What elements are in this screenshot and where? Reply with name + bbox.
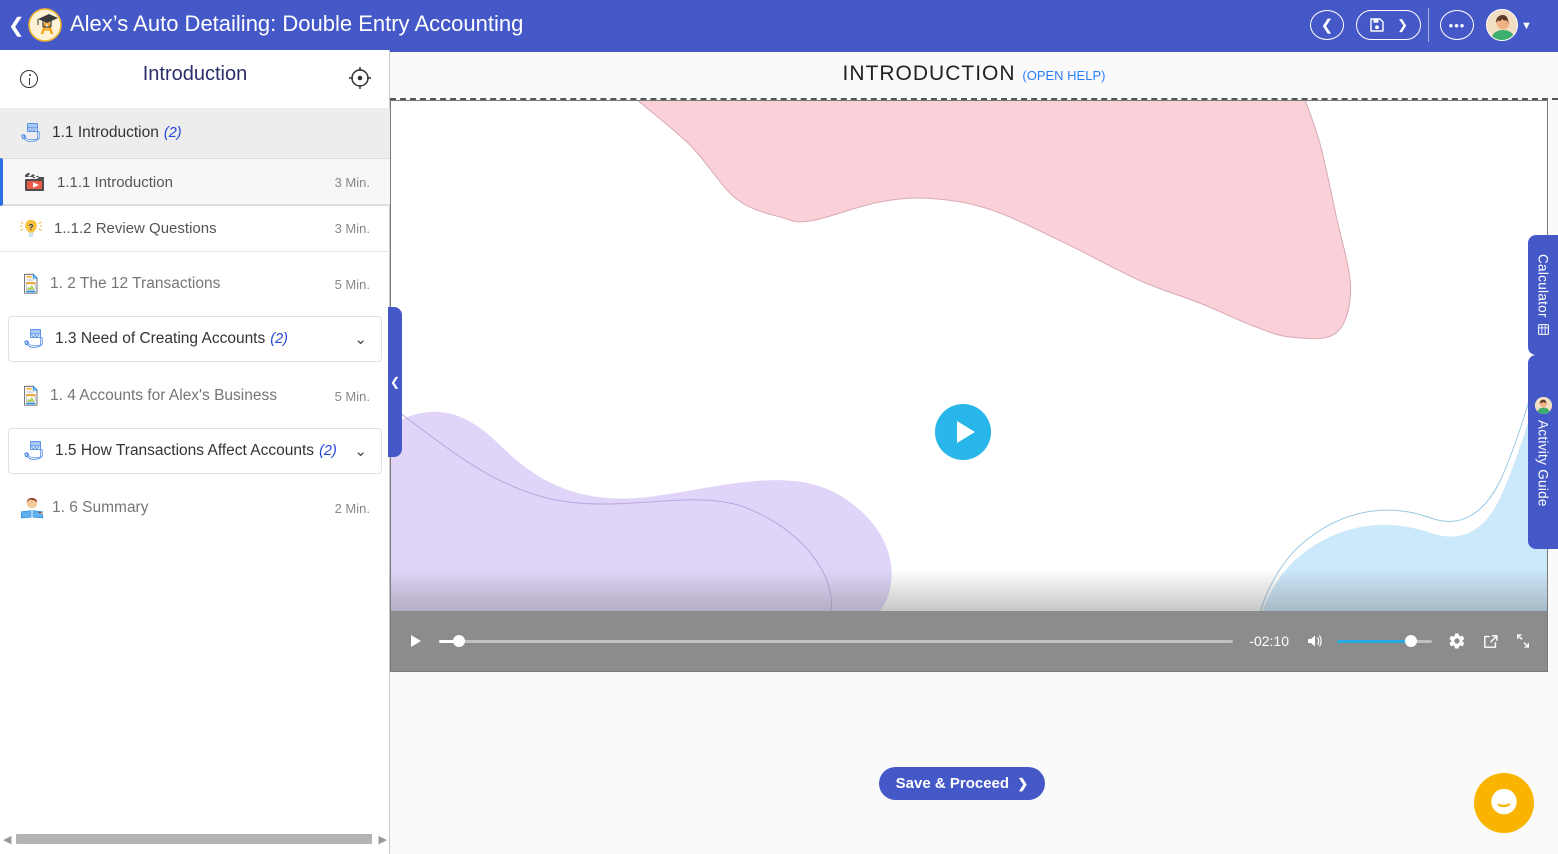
svg-text:?: ? [29,223,34,232]
